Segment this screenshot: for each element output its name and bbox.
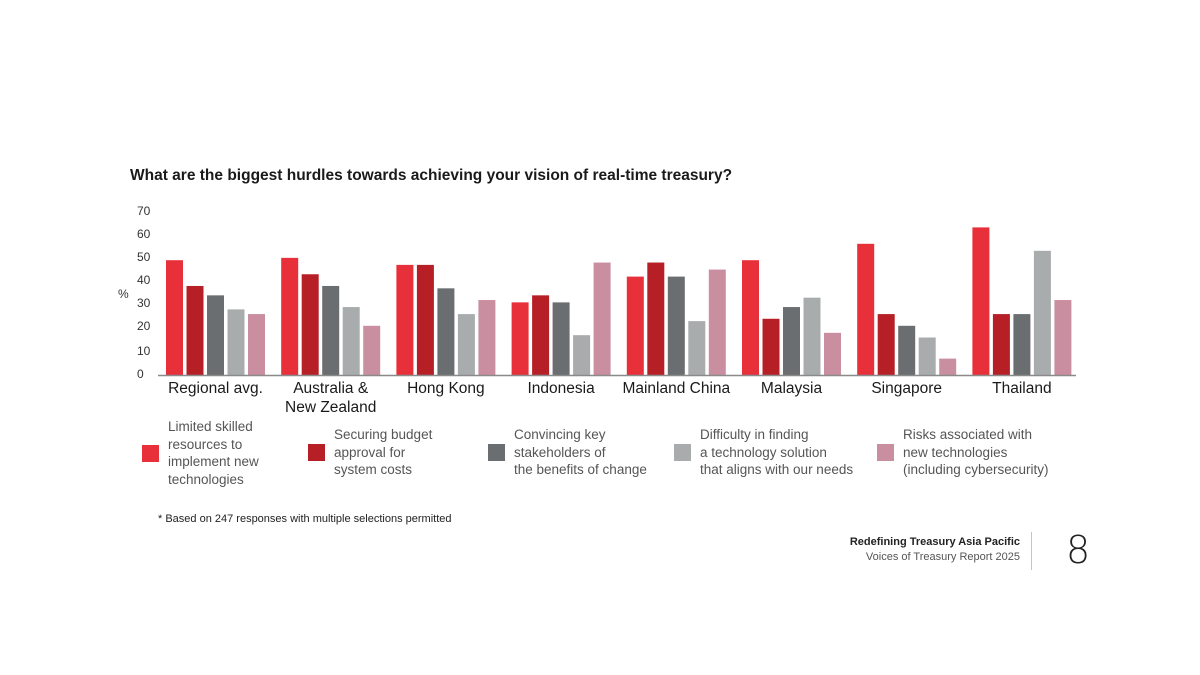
- category-label: Mainland China: [622, 380, 731, 397]
- bar: [803, 297, 821, 375]
- legend-swatch: [308, 443, 325, 461]
- legend-item: Convincing key stakeholders of the benef…: [488, 426, 647, 479]
- y-tick-label: 0: [137, 367, 144, 381]
- page-number: 8: [1066, 528, 1091, 572]
- legend-swatch: [142, 444, 159, 462]
- bar: [992, 314, 1010, 375]
- legend-swatch: [877, 443, 894, 461]
- bar: [437, 288, 455, 375]
- bar: [647, 262, 665, 375]
- y-tick-label: 70: [137, 204, 151, 218]
- category-label: Malaysia: [760, 380, 823, 397]
- category-label: Thailand: [992, 380, 1052, 397]
- footnote: * Based on 247 responses with multiple s…: [158, 513, 452, 525]
- bar: [667, 276, 685, 375]
- y-tick-label: 60: [137, 227, 151, 241]
- bar: [532, 295, 550, 375]
- bar: [972, 227, 990, 375]
- bar: [626, 276, 644, 375]
- bar: [688, 321, 706, 375]
- bar: [322, 285, 340, 375]
- report-subtitle: Voices of Treasury Report 2025: [865, 551, 1020, 563]
- legend-label: Securing budget approval for system cost…: [334, 427, 433, 477]
- bar: [824, 332, 841, 375]
- bar: [511, 302, 529, 375]
- bar: [898, 325, 916, 375]
- bar: [396, 264, 414, 375]
- bar: [708, 269, 726, 375]
- category-label: Hong Kong: [407, 380, 485, 397]
- bar: [342, 307, 360, 375]
- bar: [939, 358, 957, 375]
- report-title: Redefining Treasury Asia Pacific: [849, 536, 1020, 548]
- y-tick-label: 50: [137, 250, 151, 264]
- legend-swatch: [674, 443, 691, 461]
- bar: [248, 314, 265, 375]
- bar: [573, 335, 591, 375]
- bar: [207, 295, 224, 375]
- bar: [166, 260, 183, 375]
- y-axis-unit: %: [118, 287, 129, 301]
- bar: [416, 264, 434, 375]
- legend-item: Limited skilled resources to implement n…: [142, 418, 259, 488]
- y-tick-label: 10: [137, 344, 151, 358]
- bar: [593, 262, 611, 375]
- bar: [918, 337, 936, 375]
- bar: [227, 309, 245, 375]
- y-tick-label: 20: [137, 319, 151, 333]
- legend-label: Limited skilled resources to implement n…: [168, 419, 259, 487]
- bar: [742, 260, 759, 375]
- chart-title: What are the biggest hurdles towards ach…: [130, 167, 733, 184]
- bars: [166, 227, 1072, 375]
- legend-swatch: [488, 443, 505, 461]
- bar: [301, 274, 319, 375]
- bar: [1013, 314, 1031, 375]
- legend-label: Difficulty in finding a technology solut…: [700, 427, 854, 477]
- bar: [363, 325, 381, 375]
- legend-item: Securing budget approval for system cost…: [308, 426, 432, 479]
- category-label: Singapore: [871, 380, 943, 397]
- bar: [478, 300, 496, 375]
- y-tick-label: 40: [137, 273, 151, 287]
- legend-label: Convincing key stakeholders of the benef…: [514, 427, 647, 477]
- bar: [186, 285, 204, 375]
- bar: [457, 314, 475, 375]
- legend-item: Difficulty in finding a technology solut…: [674, 426, 853, 479]
- category-label: Australia & New Zealand: [285, 380, 377, 416]
- bar: [783, 307, 800, 375]
- bar: [877, 314, 895, 375]
- y-axis: 0 10 20 30 40 50 60 70: [137, 204, 151, 381]
- bar: [857, 243, 875, 375]
- y-tick-label: 30: [137, 296, 151, 310]
- bar: [1054, 300, 1072, 375]
- category-label: Indonesia: [527, 380, 595, 397]
- bar: [762, 318, 780, 375]
- legend-label: Risks associated with new technologies (…: [903, 427, 1049, 477]
- bar: [281, 257, 299, 375]
- footer-divider: [1031, 532, 1032, 570]
- bar: [1033, 250, 1051, 375]
- legend-item: Risks associated with new technologies (…: [877, 426, 1049, 479]
- category-label: Regional avg.: [168, 380, 263, 397]
- bar: [552, 302, 570, 375]
